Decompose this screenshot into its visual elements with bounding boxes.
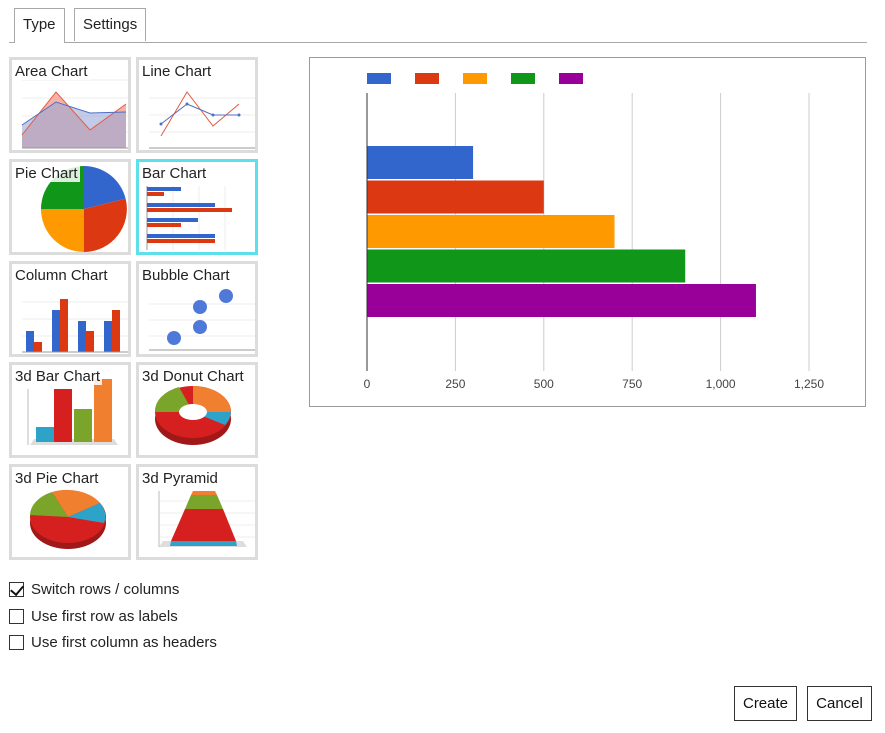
create-button[interactable]: Create [734, 686, 797, 721]
3d-bar-chart-thumbnail-icon [27, 379, 118, 445]
x-tick-label: 1,000 [706, 377, 736, 391]
bubble-chart-thumbnail-icon [149, 289, 255, 351]
bar[interactable] [367, 249, 686, 283]
x-tick-label: 1,250 [794, 377, 824, 391]
x-tick-label: 750 [622, 377, 642, 391]
bar[interactable] [367, 146, 474, 179]
tab-bar: Type Settings [9, 8, 867, 43]
legend-swatch[interactable] [415, 73, 439, 84]
tile-column-chart[interactable]: Column Chart [9, 261, 131, 357]
tile-bar-chart[interactable]: Bar Chart [136, 159, 258, 255]
tile-label: 3d Donut Chart [142, 368, 246, 385]
checkbox-label: Switch rows / columns [31, 581, 180, 598]
legend-swatch[interactable] [511, 73, 535, 84]
checkbox-box[interactable] [9, 609, 24, 624]
bar[interactable] [367, 215, 615, 248]
cancel-button[interactable]: Cancel [807, 686, 872, 721]
tile-3d-bar-chart[interactable]: 3d Bar Chart [9, 362, 131, 458]
tile-3d-pyramid[interactable]: 3d Pyramid [136, 464, 258, 560]
x-tick-label: 0 [364, 377, 371, 391]
chart-preview: 0 250 500 750 1,000 1,250 [309, 57, 866, 407]
legend-swatch[interactable] [367, 73, 391, 84]
tile-label: Area Chart [15, 63, 90, 80]
checkbox-label: Use first row as labels [31, 608, 178, 625]
tile-label: Pie Chart [15, 165, 80, 182]
checkbox-box[interactable] [9, 635, 24, 650]
legend-swatch[interactable] [559, 73, 583, 84]
checkbox-label: Use first column as headers [31, 634, 217, 651]
tile-label: Column Chart [15, 267, 110, 284]
tab-type[interactable]: Type [14, 8, 65, 43]
area-chart-thumbnail-icon [21, 79, 128, 149]
bar[interactable] [367, 284, 756, 317]
checkmark-icon [10, 581, 24, 597]
tile-label: 3d Pie Chart [15, 470, 101, 487]
tile-3d-donut-chart[interactable]: 3d Donut Chart [136, 362, 258, 458]
tile-bubble-chart[interactable]: Bubble Chart [136, 261, 258, 357]
line-chart-thumbnail-icon [149, 91, 255, 149]
tile-3d-pie-chart[interactable]: 3d Pie Chart [9, 464, 131, 560]
tile-label: Bar Chart [142, 165, 209, 182]
tile-line-chart[interactable]: Line Chart [136, 57, 258, 153]
x-tick-label: 500 [534, 377, 554, 391]
checkbox-box[interactable] [9, 581, 24, 597]
preview-bar-chart: 0 250 500 750 1,000 1,250 [364, 73, 824, 391]
legend-swatch[interactable] [463, 73, 487, 84]
x-tick-label: 250 [445, 377, 465, 391]
tab-settings[interactable]: Settings [74, 8, 147, 41]
3d-pyramid-thumbnail-icon [158, 491, 255, 547]
3d-pie-chart-thumbnail-icon [30, 489, 106, 549]
tile-label: Bubble Chart [142, 267, 232, 284]
tile-area-chart[interactable]: Area Chart [9, 57, 131, 153]
tile-label: 3d Pyramid [142, 470, 220, 487]
tile-pie-chart[interactable]: Pie Chart [9, 159, 131, 255]
tile-label: 3d Bar Chart [15, 368, 103, 385]
bar[interactable] [367, 180, 544, 214]
bar-chart-thumbnail-icon [146, 186, 232, 250]
3d-donut-chart-thumbnail-icon [154, 386, 231, 445]
column-chart-thumbnail-icon [22, 299, 128, 353]
tile-label: Line Chart [142, 63, 214, 80]
